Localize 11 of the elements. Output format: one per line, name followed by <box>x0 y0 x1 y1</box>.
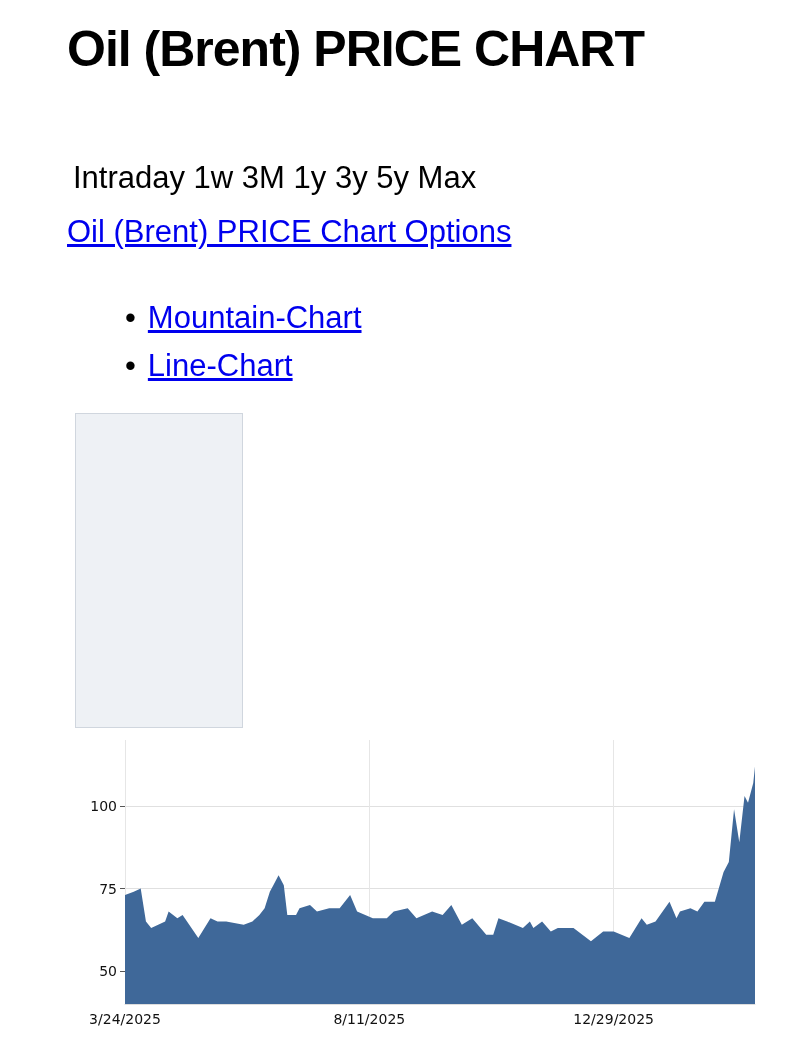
x-tick-label: 3/24/2025 <box>89 1011 161 1027</box>
y-tick-label: 75 <box>99 880 117 897</box>
text: Oil (Brent) PRICE Chart Options <box>67 214 512 250</box>
x-tick-label: 8/11/2025 <box>333 1011 406 1027</box>
x-tick-label: 12/29/2025 <box>573 1011 654 1027</box>
y-tick-label: 100 <box>90 798 117 814</box>
chart-title: Oil (Brent) PRICE CHART <box>67 20 644 78</box>
y-tick-label: 50 <box>99 963 117 979</box>
text: • Mountain-Chart <box>125 300 362 335</box>
text: Intraday 1w 3M 1y 3y 5y Max <box>73 160 477 196</box>
text: • Line-Chart <box>125 348 293 383</box>
